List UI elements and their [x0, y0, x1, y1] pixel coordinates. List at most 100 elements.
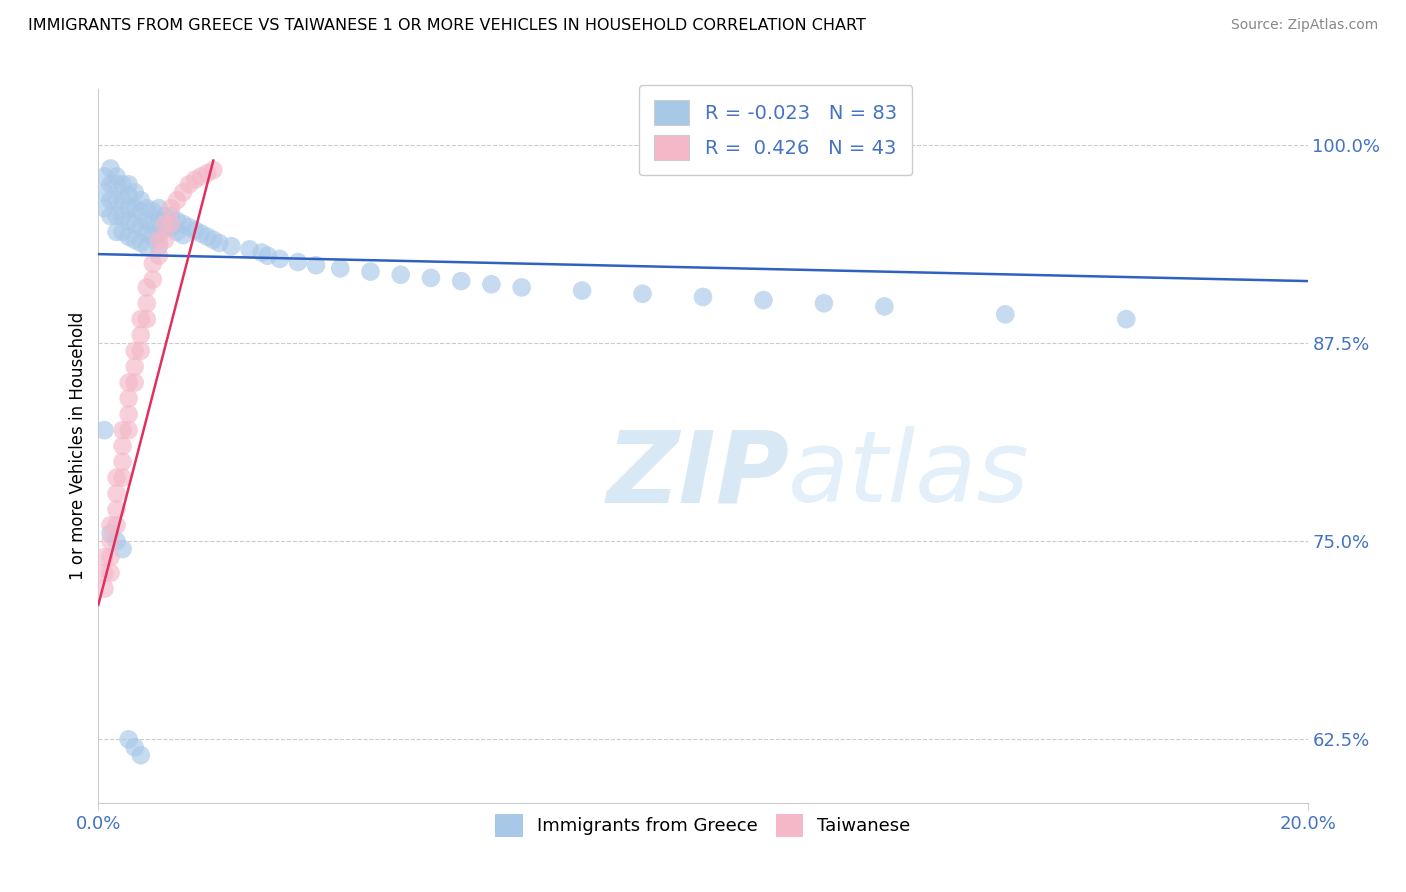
Point — [93, 549, 115, 564]
Point — [179, 220, 201, 235]
Point — [135, 227, 157, 241]
Text: IMMIGRANTS FROM GREECE VS TAIWANESE 1 OR MORE VEHICLES IN HOUSEHOLD CORRELATION : IMMIGRANTS FROM GREECE VS TAIWANESE 1 OR… — [28, 18, 866, 33]
Point — [153, 217, 176, 231]
Point — [105, 502, 128, 516]
Point — [135, 280, 157, 294]
Point — [118, 407, 141, 421]
Point — [129, 748, 152, 763]
Point — [118, 732, 141, 747]
Point — [166, 225, 188, 239]
Point — [93, 423, 115, 437]
Point — [692, 290, 714, 304]
Point — [153, 209, 176, 223]
Point — [105, 209, 128, 223]
Point — [208, 235, 231, 250]
Point — [153, 233, 176, 247]
Point — [1115, 312, 1137, 326]
Point — [135, 312, 157, 326]
Point — [269, 252, 291, 266]
Point — [752, 293, 775, 307]
Point — [118, 178, 141, 192]
Point — [389, 268, 412, 282]
Point — [160, 209, 183, 223]
Point — [142, 217, 165, 231]
Point — [195, 166, 218, 180]
Point — [142, 257, 165, 271]
Point — [124, 740, 146, 755]
Point — [166, 193, 188, 207]
Point — [100, 161, 122, 176]
Point — [179, 178, 201, 192]
Point — [100, 526, 122, 541]
Point — [190, 227, 212, 241]
Point — [100, 209, 122, 223]
Point — [124, 186, 146, 200]
Point — [111, 455, 134, 469]
Point — [124, 343, 146, 358]
Point — [129, 193, 152, 207]
Point — [873, 300, 896, 314]
Point — [481, 277, 503, 292]
Point — [111, 209, 134, 223]
Point — [111, 225, 134, 239]
Point — [184, 223, 207, 237]
Point — [105, 518, 128, 533]
Y-axis label: 1 or more Vehicles in Household: 1 or more Vehicles in Household — [69, 312, 87, 580]
Point — [93, 566, 115, 580]
Point — [184, 172, 207, 186]
Point — [148, 239, 170, 253]
Point — [142, 204, 165, 219]
Point — [148, 249, 170, 263]
Point — [124, 233, 146, 247]
Point — [329, 261, 352, 276]
Point — [129, 220, 152, 235]
Point — [118, 214, 141, 228]
Point — [129, 328, 152, 343]
Point — [202, 163, 225, 178]
Point — [124, 201, 146, 215]
Point — [118, 229, 141, 244]
Text: Source: ZipAtlas.com: Source: ZipAtlas.com — [1230, 18, 1378, 32]
Point — [93, 186, 115, 200]
Point — [111, 471, 134, 485]
Point — [160, 220, 183, 235]
Point — [100, 534, 122, 549]
Point — [360, 264, 382, 278]
Point — [148, 233, 170, 247]
Point — [111, 178, 134, 192]
Point — [105, 486, 128, 500]
Point — [111, 193, 134, 207]
Point — [118, 392, 141, 406]
Point — [135, 201, 157, 215]
Legend: Immigrants from Greece, Taiwanese: Immigrants from Greece, Taiwanese — [488, 807, 918, 844]
Point — [153, 221, 176, 235]
Point — [135, 296, 157, 310]
Text: ZIP: ZIP — [606, 426, 789, 523]
Point — [100, 549, 122, 564]
Point — [124, 359, 146, 374]
Point — [142, 229, 165, 244]
Point — [450, 274, 472, 288]
Point — [105, 534, 128, 549]
Point — [124, 376, 146, 390]
Point — [172, 217, 194, 231]
Point — [105, 225, 128, 239]
Point — [190, 169, 212, 184]
Point — [100, 178, 122, 192]
Point — [195, 229, 218, 244]
Point — [148, 227, 170, 241]
Point — [105, 471, 128, 485]
Point — [256, 249, 278, 263]
Point — [129, 204, 152, 219]
Point — [142, 272, 165, 286]
Point — [100, 518, 122, 533]
Point — [129, 343, 152, 358]
Point — [105, 193, 128, 207]
Point — [105, 178, 128, 192]
Point — [160, 217, 183, 231]
Point — [160, 201, 183, 215]
Point — [148, 214, 170, 228]
Point — [111, 542, 134, 557]
Point — [118, 201, 141, 215]
Point — [118, 376, 141, 390]
